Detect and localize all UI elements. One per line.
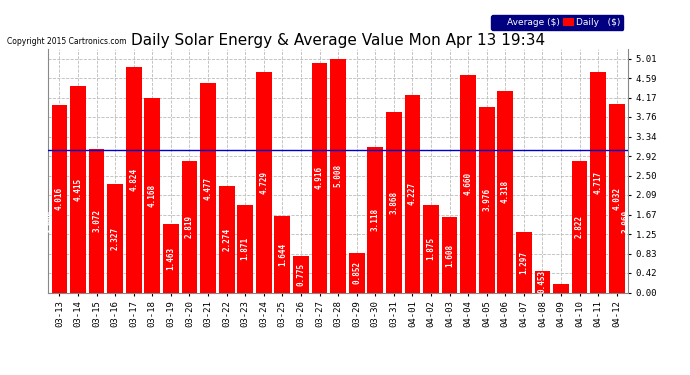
Bar [423,205,439,292]
Text: 4.916: 4.916 [315,166,324,189]
Text: 1.297: 1.297 [520,251,529,274]
Bar [89,149,104,292]
Text: 4.318: 4.318 [501,180,510,203]
Text: 3.976: 3.976 [482,188,491,211]
Bar [535,272,551,292]
Bar [293,256,309,292]
Bar [126,67,141,292]
Bar [70,86,86,292]
Bar [312,63,328,292]
Bar [331,58,346,292]
Text: 2.822: 2.822 [575,215,584,238]
Bar [200,84,216,292]
Bar [479,107,495,292]
Text: 1.871: 1.871 [241,237,250,260]
Bar [404,95,420,292]
Bar [497,91,513,292]
Bar [460,75,476,292]
Text: 1.875: 1.875 [426,237,435,260]
Text: 1.608: 1.608 [445,243,454,267]
Text: Copyright 2015 Cartronics.com: Copyright 2015 Cartronics.com [7,38,126,46]
Text: 3.060: 3.060 [46,210,55,232]
Bar [553,284,569,292]
Text: 2.819: 2.819 [185,215,194,238]
Text: 3.072: 3.072 [92,209,101,232]
Text: 3.060: 3.060 [622,210,631,232]
Text: 4.227: 4.227 [408,182,417,206]
Text: 3.118: 3.118 [371,208,380,231]
Bar [367,147,383,292]
Text: 4.717: 4.717 [593,171,602,194]
Text: 1.644: 1.644 [278,243,287,266]
Text: 1.463: 1.463 [166,247,175,270]
Bar [256,72,272,292]
Text: 2.327: 2.327 [110,226,119,250]
Bar [219,186,235,292]
Text: 4.168: 4.168 [148,184,157,207]
Bar [609,104,624,292]
Text: 4.660: 4.660 [464,172,473,195]
Bar [275,216,290,292]
Bar [163,224,179,292]
Text: 4.729: 4.729 [259,171,268,194]
Text: 4.415: 4.415 [74,178,83,201]
Bar [516,232,532,292]
Text: 5.008: 5.008 [333,164,343,187]
Bar [442,217,457,292]
Bar [144,98,160,292]
Text: 2.274: 2.274 [222,228,231,251]
Bar [348,253,364,292]
Text: 0.852: 0.852 [352,261,361,284]
Text: 4.016: 4.016 [55,187,64,210]
Legend: Average ($), Daily   ($): Average ($), Daily ($) [491,15,623,30]
Bar [52,105,68,292]
Bar [107,184,123,292]
Text: 3.868: 3.868 [389,190,398,214]
Text: 4.032: 4.032 [612,187,621,210]
Bar [386,112,402,292]
Text: 4.477: 4.477 [204,176,213,200]
Bar [237,205,253,292]
Text: 4.824: 4.824 [129,168,138,191]
Bar [590,72,606,292]
Bar [572,161,587,292]
Title: Daily Solar Energy & Average Value Mon Apr 13 19:34: Daily Solar Energy & Average Value Mon A… [131,33,545,48]
Text: 0.775: 0.775 [297,263,306,286]
Text: 0.453: 0.453 [538,270,547,294]
Bar [181,161,197,292]
